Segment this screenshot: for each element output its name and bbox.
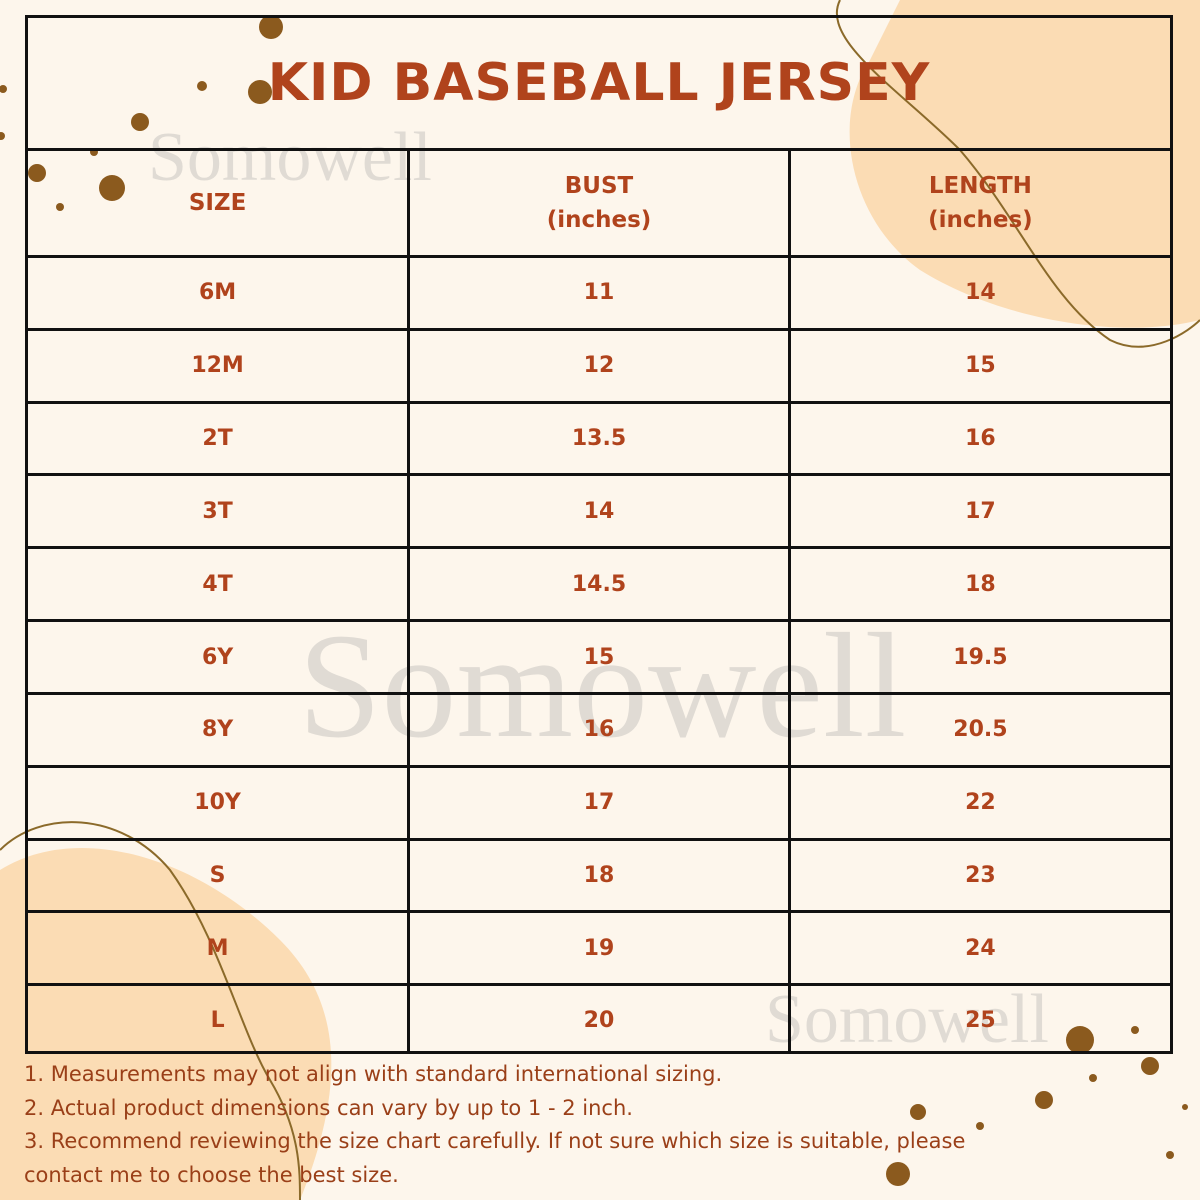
cell-length: 24 bbox=[787, 910, 1170, 987]
header-size: SIZE bbox=[28, 151, 411, 258]
table-row: 2T 13.5 16 bbox=[28, 400, 1170, 477]
note-3: 3. Recommend reviewing the size chart ca… bbox=[24, 1129, 966, 1153]
cell-size: 6M bbox=[28, 255, 411, 331]
cell-length: 20.5 bbox=[787, 691, 1170, 768]
cell-bust: 18 bbox=[407, 837, 791, 914]
header-row: SIZE BUST (inches) LENGTH (inches) bbox=[28, 151, 1170, 258]
cell-length: 16 bbox=[787, 400, 1170, 477]
cell-size: L bbox=[28, 983, 411, 1054]
cell-size: 10Y bbox=[28, 764, 411, 841]
notes: 1. Measurements may not align with stand… bbox=[24, 1058, 1184, 1192]
cell-bust: 12 bbox=[407, 327, 791, 404]
cell-size: 8Y bbox=[28, 691, 411, 768]
cell-bust: 16 bbox=[407, 691, 791, 768]
size-table: SIZE BUST (inches) LENGTH (inches) 6M 11 14 1… bbox=[28, 151, 1170, 1054]
table-row: 3T 14 17 bbox=[28, 473, 1170, 550]
table-row: 8Y 16 20.5 bbox=[28, 691, 1170, 768]
note-2: 2. Actual product dimensions can vary by… bbox=[24, 1095, 633, 1120]
cell-size: 3T bbox=[28, 473, 411, 550]
header-length: LENGTH (inches) bbox=[787, 151, 1170, 258]
table-row: 12M 12 15 bbox=[28, 327, 1170, 404]
cell-size: 2T bbox=[28, 400, 411, 477]
cell-length: 23 bbox=[787, 837, 1170, 914]
table-row: 4T 14.5 18 bbox=[28, 546, 1170, 623]
cell-length: 25 bbox=[787, 983, 1170, 1054]
cell-bust: 14 bbox=[407, 473, 791, 550]
page-title: KID BASEBALL JERSEY bbox=[28, 18, 1170, 151]
cell-size: 4T bbox=[28, 546, 411, 623]
table-row: 6Y 15 19.5 bbox=[28, 619, 1170, 695]
table-row: 10Y 17 22 bbox=[28, 764, 1170, 841]
cell-bust: 19 bbox=[407, 910, 791, 987]
cell-bust: 11 bbox=[407, 255, 791, 331]
cell-length: 19.5 bbox=[787, 619, 1170, 695]
cell-size: M bbox=[28, 910, 411, 987]
cell-size: 6Y bbox=[28, 619, 411, 695]
cell-bust: 15 bbox=[407, 619, 791, 695]
note-1: 1. Measurements may not align with stand… bbox=[24, 1062, 723, 1086]
cell-bust: 17 bbox=[407, 764, 791, 841]
table-row: L 20 25 bbox=[28, 983, 1170, 1054]
cell-bust: 14.5 bbox=[407, 546, 791, 623]
size-chart: KID BASEBALL JERSEY SIZE BUST (inches) LE… bbox=[25, 15, 1173, 1054]
cell-length: 17 bbox=[787, 473, 1170, 550]
table-row: M 19 24 bbox=[28, 910, 1170, 987]
cell-bust: 13.5 bbox=[407, 400, 791, 477]
cell-length: 15 bbox=[787, 327, 1170, 404]
cell-length: 22 bbox=[787, 764, 1170, 841]
cell-bust: 20 bbox=[407, 983, 791, 1054]
table-row: S 18 23 bbox=[28, 837, 1170, 914]
cell-length: 18 bbox=[787, 546, 1170, 623]
header-bust: BUST (inches) bbox=[407, 151, 791, 258]
cell-size: 12M bbox=[28, 327, 411, 404]
note-3-continued: contact me to choose the best size. bbox=[24, 1162, 399, 1187]
cell-size: S bbox=[28, 837, 411, 914]
table-row: 6M 11 14 bbox=[28, 255, 1170, 331]
cell-length: 14 bbox=[787, 255, 1170, 331]
